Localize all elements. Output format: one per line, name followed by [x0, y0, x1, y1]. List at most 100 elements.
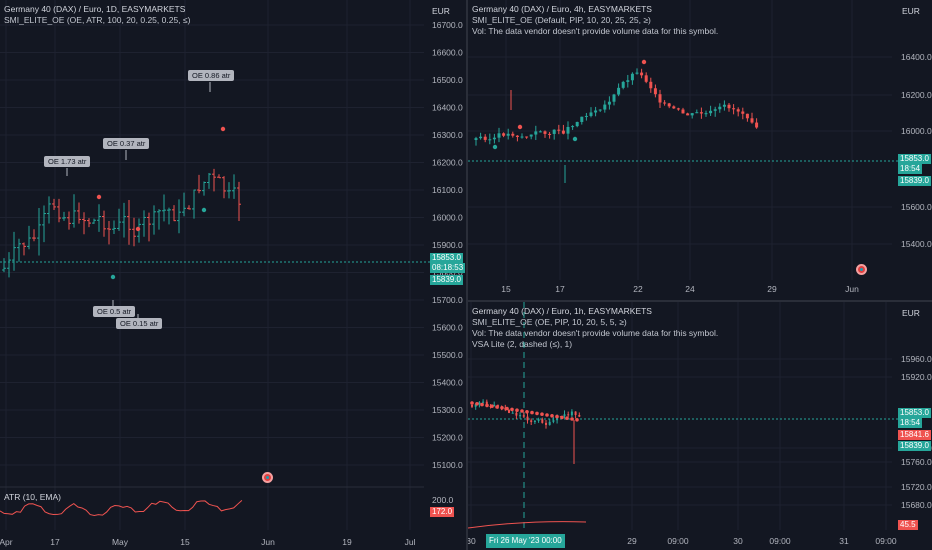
h4-x-tick: Jun [845, 284, 859, 294]
crosshair-date-label: Fri 26 May '23 00:00 [486, 534, 565, 548]
h4-indicator-legend: SMI_ELITE_OE (Default, PIP, 10, 20, 25, … [472, 15, 651, 25]
daily-price-tag-low: 15839.0 [430, 275, 463, 285]
h4-chart-svg[interactable]: 16400.0 16200.0 16000.0 15600.0 15400.0 15 17 2… [468, 0, 932, 300]
h4-candle-body [612, 94, 616, 102]
h1-symbol-title: Germany 40 (DAX) / Euro, 1h, EASYMARKETS [472, 306, 652, 316]
oe-signal-dot [220, 126, 226, 132]
h4-candle-body [635, 72, 639, 74]
h4-candle-body [488, 139, 492, 141]
h1-candle-body [545, 422, 547, 425]
h4-y-tick: 15600.0 [901, 202, 932, 212]
daily-y-tick: 15100.0 [432, 460, 463, 470]
h4-candle-body [653, 88, 657, 95]
daily-countdown-tag: 08:18:53 [430, 263, 466, 273]
h4-candle-body [686, 113, 690, 116]
h4-candle-body [552, 129, 556, 134]
atr-legend: ATR (10, EMA) [4, 492, 61, 502]
h1-candle-body [533, 420, 536, 423]
h4-candle-body [713, 109, 717, 111]
h4-candle-body [580, 116, 584, 122]
h4-candle-body [617, 87, 621, 95]
daily-y-tick: 15300.0 [432, 405, 463, 415]
h4-candle-body [640, 72, 644, 76]
h1-candle-body [511, 412, 514, 414]
h4-candle-body [483, 136, 487, 140]
oe-signal-dot [201, 207, 207, 213]
h4-candle-body [575, 121, 579, 127]
daily-y-tick: 16000.0 [432, 213, 463, 223]
h1-candle-body [570, 411, 573, 416]
h1-x-tick: 31 [839, 536, 849, 546]
h1-candle-body [526, 416, 529, 421]
h4-candle-body [626, 80, 630, 82]
h4-candle-body [621, 81, 625, 88]
h1-x-tick: 09:00 [769, 536, 791, 546]
h1-y-tick: 15960.0 [901, 354, 932, 364]
h1-candle-body [474, 404, 477, 407]
h1-price-tag-close: 15853.0 [898, 408, 931, 418]
h4-chart-pane[interactable]: 16400.0 16200.0 16000.0 15600.0 15400.0 15 17 2… [468, 0, 932, 300]
h1-x-tick: 09:00 [667, 536, 689, 546]
vsa-dot [495, 405, 499, 409]
oe-label-5: OE 0.15 atr [116, 318, 163, 329]
daily-x-tick: Jun [261, 537, 275, 547]
h4-countdown-tag: 18:54 [898, 164, 923, 174]
vsa-dot [560, 415, 564, 420]
h4-x-tick: 17 [555, 284, 565, 294]
vsa-dot [555, 414, 559, 419]
daily-chart-svg[interactable]: 16700.0 16600.0 16500.0 16400.0 16300.0 16200… [0, 0, 466, 550]
pane-divider-vertical[interactable] [466, 0, 468, 550]
h4-candle-body [649, 81, 653, 89]
h4-alert-icon[interactable] [856, 264, 867, 275]
h4-y-tick: 15400.0 [901, 239, 932, 249]
h1-candle-body [567, 414, 570, 416]
h4-candle-body [515, 135, 519, 137]
vsa-dot [510, 407, 514, 412]
daily-x-tick: 17 [50, 537, 60, 547]
daily-y-tick: 15700.0 [432, 295, 463, 305]
h4-candle-body [506, 133, 510, 136]
h4-candle-body [594, 110, 598, 113]
h1-candle-body [537, 419, 540, 421]
h1-y-tick: 15920.0 [901, 372, 932, 382]
h1-candle-body [493, 404, 496, 407]
h4-y-tick: 16400.0 [901, 52, 932, 62]
daily-y-tick: 16400.0 [432, 103, 463, 113]
h4-candle-body [644, 75, 648, 82]
vsa-dot [550, 414, 554, 418]
h1-y-tick: 15760.0 [901, 457, 932, 467]
h4-symbol-title: Germany 40 (DAX) / Euro, 4h, EASYMARKETS [472, 4, 652, 14]
daily-chart-pane[interactable]: 16700.0 16600.0 16500.0 16400.0 16300.0 16200… [0, 0, 466, 550]
daily-x-tick: Jul [405, 537, 416, 547]
atr-y-tick: 200.0 [432, 495, 454, 505]
daily-y-tick: 15500.0 [432, 350, 463, 360]
vsa-dot [565, 416, 569, 420]
h4-candle-body [607, 101, 611, 105]
oe-signal-dot [96, 194, 102, 200]
h4-x-tick: 22 [633, 284, 643, 294]
h1-price-tag-low: 15839.0 [898, 441, 931, 451]
h4-candle-body [529, 134, 533, 137]
pane-divider-horizontal[interactable] [468, 300, 932, 302]
daily-alert-icon[interactable] [262, 472, 273, 483]
daily-symbol-title: Germany 40 (DAX) / Euro, 1D, EASYMARKETS [4, 4, 186, 14]
h4-candle-body [722, 104, 726, 107]
h4-candle-body [520, 136, 524, 138]
h4-candle-body [732, 108, 736, 110]
atr-line [0, 499, 243, 516]
h4-candle-body [672, 106, 676, 109]
h1-candle-body [574, 411, 577, 415]
h1-chart-pane[interactable]: 15960.015920.015800.015760.015720.015680… [468, 302, 932, 550]
h1-indicator-line [468, 521, 587, 529]
daily-y-tick: 15200.0 [432, 433, 463, 443]
vsa-dot [575, 418, 579, 422]
h1-candle-body [478, 402, 481, 405]
h4-candle-body [727, 104, 731, 109]
vsa-dot [515, 408, 519, 412]
daily-currency-label: EUR [432, 6, 450, 16]
h4-y-tick: 16000.0 [901, 126, 932, 136]
h4-price-tag-low: 15839.0 [898, 176, 931, 186]
h4-candle-body [511, 133, 515, 136]
h1-indicator-legend: SMI_ELITE_OE (OE, PIP, 10, 20, 5, 5, ≥) [472, 317, 627, 327]
h1-candle-body [563, 414, 566, 417]
